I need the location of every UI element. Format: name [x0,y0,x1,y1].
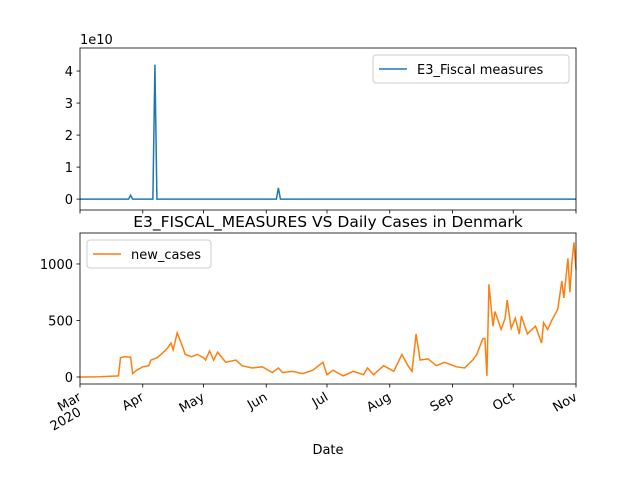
y-offset-label: 1e10 [80,33,113,48]
y-tick-label: 3 [65,97,73,112]
x-tick-label: Jul [309,390,331,411]
x-tick-label: Apr [120,390,148,415]
y-tick-label: 2 [65,129,73,144]
x-axis-label: Date [312,443,343,458]
x-tick-label: May [177,390,208,417]
y-tick-label: 1000 [40,258,73,273]
y-tick-label: 1 [65,161,73,176]
legend-box [86,239,212,269]
data-line [80,64,576,200]
x-tick-label: Sep [428,390,457,415]
legend-label: E3_Fiscal measures [417,63,543,78]
chart-title: E3_FISCAL_MEASURES VS Daily Cases in Den… [133,213,523,232]
legend-box [372,54,570,84]
axes-frame [79,47,577,211]
x-tick-label: Nov [551,390,581,416]
axes-frame [79,232,577,385]
y-tick-label: 500 [48,314,73,329]
y-tick-label: 0 [65,193,73,208]
y-tick-label: 0 [65,371,73,386]
data-line [79,242,577,378]
x-tick-label: Jun [244,390,270,414]
x-tick-label: Oct [490,390,517,414]
y-tick-label: 4 [65,65,73,80]
legend-label: new_cases [131,248,201,263]
x-tick-label: Aug [364,390,393,416]
